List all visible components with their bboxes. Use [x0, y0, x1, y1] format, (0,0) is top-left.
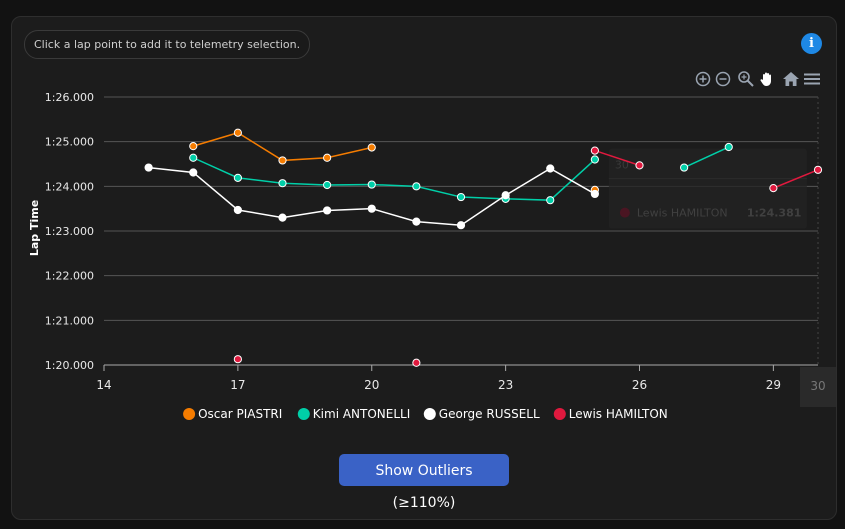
legend-marker	[183, 408, 196, 420]
series-line-kimi-antonelli	[683, 146, 730, 169]
show-outliers-button[interactable]: Show Outliers (≥110%)	[339, 454, 509, 511]
lap-point-george-russell[interactable]	[367, 204, 376, 213]
lap-point-lewis-hamilton[interactable]	[635, 161, 644, 170]
lap-point-kimi-antonelli[interactable]	[412, 182, 421, 191]
lap-point-george-russell[interactable]	[590, 189, 599, 199]
lap-point-kimi-antonelli[interactable]	[278, 179, 287, 188]
lap-point-george-russell[interactable]	[233, 205, 242, 215]
y-tick-label: 1:20.000	[45, 359, 94, 372]
y-axis-label: Lap Time	[28, 200, 41, 256]
y-tick-label: 1:23.000	[45, 225, 94, 238]
lap-point-george-russell[interactable]	[546, 164, 555, 173]
y-tick-label: 1:26.000	[45, 91, 94, 104]
series-line-george-russell	[148, 166, 596, 226]
chart-toolbar	[694, 70, 822, 88]
series-line-lewis-hamilton	[773, 169, 819, 189]
x-tick-label: 23	[498, 378, 513, 392]
tooltip-time: 1:24.381	[747, 207, 802, 220]
lap-point-oscar-piastri[interactable]	[189, 142, 198, 151]
legend-marker	[553, 408, 566, 420]
home-icon[interactable]	[782, 70, 800, 88]
lap-point-lewis-hamilton[interactable]	[769, 184, 778, 193]
legend-label[interactable]: Kimi ANTONELLI	[313, 407, 410, 421]
lap-point-george-russell[interactable]	[278, 213, 287, 222]
legend-marker	[423, 408, 436, 420]
tooltip-driver: Lewis HAMILTON	[637, 207, 728, 220]
lap-point-kimi-antonelli[interactable]	[456, 192, 466, 202]
lap-point-george-russell[interactable]	[144, 163, 153, 172]
x-tick-label: 20	[364, 378, 379, 392]
x-tick-label: 29	[766, 378, 781, 392]
chart-card	[11, 16, 837, 520]
tooltip-lap: 30	[615, 159, 629, 172]
lap-point-lewis-hamilton[interactable]	[590, 146, 599, 155]
lap-point-oscar-piastri[interactable]	[323, 153, 332, 162]
y-tick-label: 1:25.000	[45, 136, 94, 149]
series-line-lewis-hamilton	[594, 149, 640, 167]
lap-point-george-russell[interactable]	[501, 191, 510, 200]
lap-point-lewis-hamilton[interactable]	[412, 358, 421, 367]
lap-point-oscar-piastri[interactable]	[367, 143, 376, 152]
lap-point-kimi-antonelli[interactable]	[546, 196, 555, 205]
x-tick-label: 17	[230, 378, 245, 392]
lap-point-kimi-antonelli[interactable]	[724, 142, 733, 152]
lap-point-kimi-antonelli[interactable]	[680, 163, 689, 172]
lap-point-lewis-hamilton[interactable]	[233, 355, 242, 364]
crosshair-label-box	[800, 367, 836, 407]
lap-point-kimi-antonelli[interactable]	[590, 155, 599, 164]
legend-label[interactable]: Lewis HAMILTON	[569, 407, 668, 421]
lap-point-kimi-antonelli[interactable]	[367, 180, 376, 189]
lap-point-oscar-piastri[interactable]	[233, 128, 242, 137]
lap-point-george-russell[interactable]	[456, 221, 466, 230]
lap-point-kimi-antonelli[interactable]	[323, 180, 332, 190]
telemetry-hint: Click a lap point to add it to telemetry…	[24, 30, 311, 59]
series-line-oscar-piastri	[193, 131, 372, 162]
lap-point-george-russell[interactable]	[412, 217, 421, 226]
x-tick-label: 14	[96, 378, 111, 392]
zoom-select-icon[interactable]	[737, 70, 755, 88]
legend-label[interactable]: Oscar PIASTRI	[198, 407, 282, 421]
lap-point-kimi-antonelli[interactable]	[189, 153, 198, 162]
lap-point-george-russell[interactable]	[189, 168, 198, 177]
y-tick-label: 1:24.000	[45, 180, 94, 193]
pan-icon[interactable]	[758, 70, 776, 88]
tooltip-panel	[608, 148, 807, 229]
zoom-out-icon[interactable]	[714, 70, 732, 88]
zoom-in-icon[interactable]	[694, 70, 712, 88]
lap-point-george-russell[interactable]	[323, 206, 332, 215]
y-tick-label: 1:21.000	[45, 314, 94, 327]
legend-marker	[297, 408, 310, 420]
crosshair-label: 30	[810, 379, 825, 393]
tooltip-marker	[619, 207, 630, 218]
menu-icon[interactable]	[803, 70, 821, 88]
lap-point-lewis-hamilton[interactable]	[813, 165, 823, 174]
lap-point-oscar-piastri[interactable]	[278, 156, 287, 165]
x-tick-label: 26	[632, 378, 647, 392]
legend-label[interactable]: George RUSSELL	[439, 407, 540, 421]
info-icon[interactable]: i	[801, 33, 822, 54]
series-line-kimi-antonelli	[192, 157, 596, 201]
lap-point-kimi-antonelli[interactable]	[233, 173, 242, 182]
y-tick-label: 1:22.000	[45, 270, 94, 283]
